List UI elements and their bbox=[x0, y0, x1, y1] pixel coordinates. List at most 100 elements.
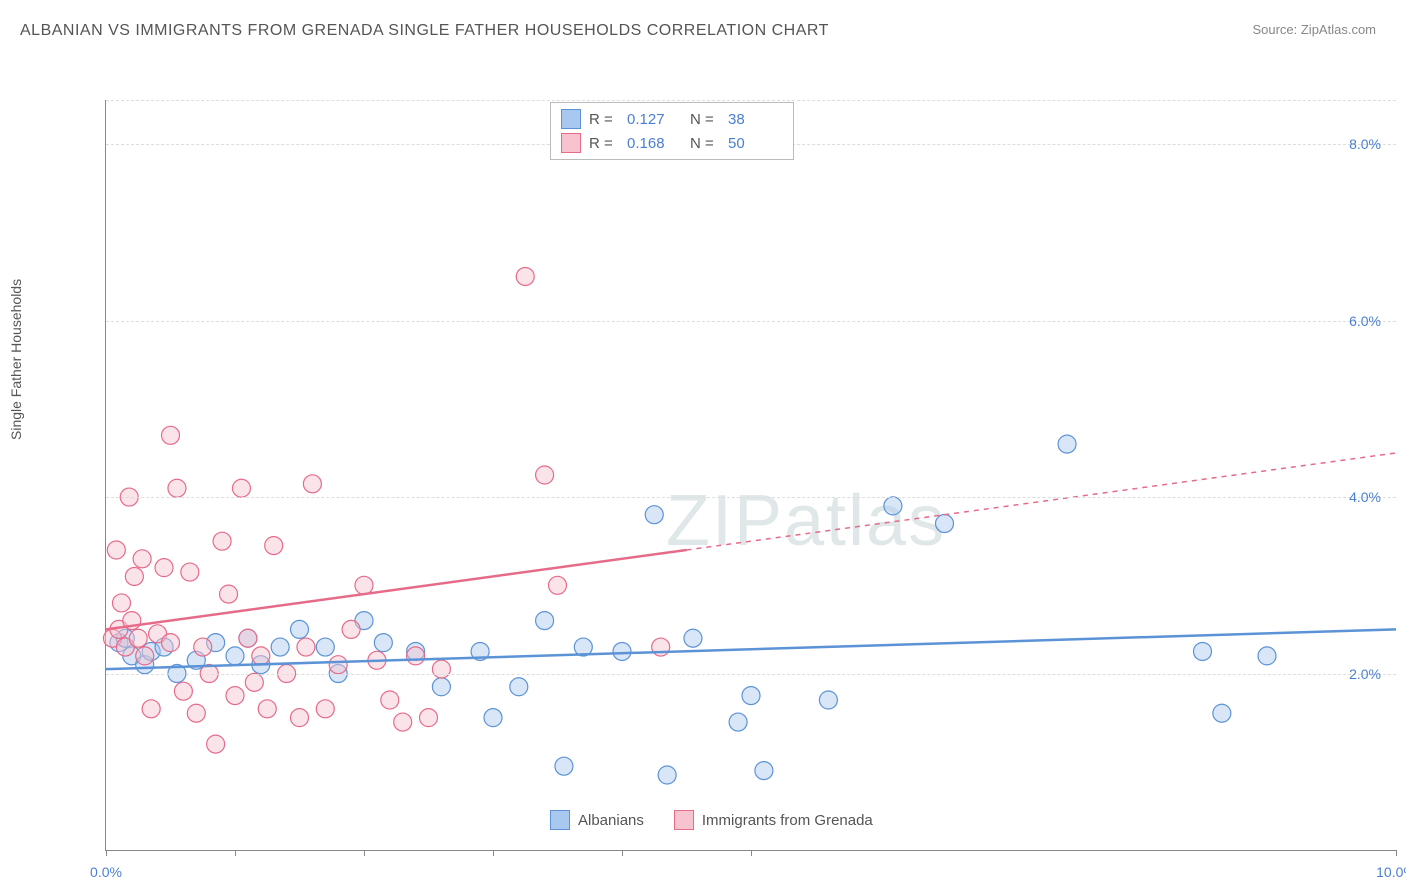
data-point bbox=[291, 620, 309, 638]
data-point bbox=[291, 709, 309, 727]
x-tick bbox=[493, 850, 494, 856]
data-point bbox=[329, 656, 347, 674]
data-point bbox=[381, 691, 399, 709]
data-point bbox=[125, 567, 143, 585]
y-tick-label: 4.0% bbox=[1349, 489, 1381, 505]
data-point bbox=[374, 634, 392, 652]
data-point bbox=[252, 647, 270, 665]
data-point bbox=[142, 700, 160, 718]
y-tick-label: 2.0% bbox=[1349, 666, 1381, 682]
data-point bbox=[729, 713, 747, 731]
data-point bbox=[645, 506, 663, 524]
data-point bbox=[271, 638, 289, 656]
series-legend: Albanians Immigrants from Grenada bbox=[550, 810, 873, 830]
legend-item: Albanians bbox=[550, 810, 644, 830]
data-point bbox=[239, 629, 257, 647]
data-point bbox=[1058, 435, 1076, 453]
data-point bbox=[265, 537, 283, 555]
data-point bbox=[549, 576, 567, 594]
data-point bbox=[420, 709, 438, 727]
data-point bbox=[1194, 642, 1212, 660]
data-point bbox=[742, 687, 760, 705]
data-point bbox=[936, 515, 954, 533]
data-point bbox=[181, 563, 199, 581]
legend-item: Immigrants from Grenada bbox=[674, 810, 873, 830]
data-point bbox=[187, 704, 205, 722]
legend-swatch bbox=[561, 133, 581, 153]
data-point bbox=[484, 709, 502, 727]
x-tick bbox=[1396, 850, 1397, 856]
data-point bbox=[245, 673, 263, 691]
data-point bbox=[884, 497, 902, 515]
data-point bbox=[297, 638, 315, 656]
data-point bbox=[162, 634, 180, 652]
legend-row: R = 0.168 N = 50 bbox=[561, 131, 783, 155]
data-point bbox=[658, 766, 676, 784]
trend-line-extrapolated bbox=[687, 453, 1397, 550]
data-point bbox=[316, 700, 334, 718]
scatter-svg bbox=[106, 100, 1396, 850]
data-point bbox=[1213, 704, 1231, 722]
data-point bbox=[174, 682, 192, 700]
data-point bbox=[516, 267, 534, 285]
grid-line bbox=[106, 100, 1396, 101]
trend-line bbox=[106, 550, 687, 629]
data-point bbox=[510, 678, 528, 696]
data-point bbox=[213, 532, 231, 550]
data-point bbox=[432, 678, 450, 696]
n-value: 50 bbox=[728, 135, 783, 152]
legend-label: Immigrants from Grenada bbox=[702, 812, 873, 829]
grid-line bbox=[106, 321, 1396, 322]
data-point bbox=[432, 660, 450, 678]
data-point bbox=[162, 426, 180, 444]
data-point bbox=[316, 638, 334, 656]
y-tick-label: 8.0% bbox=[1349, 136, 1381, 152]
data-point bbox=[536, 612, 554, 630]
source-attribution: Source: ZipAtlas.com bbox=[1252, 22, 1376, 37]
data-point bbox=[303, 475, 321, 493]
data-point bbox=[226, 687, 244, 705]
data-point bbox=[155, 559, 173, 577]
x-tick-label: 10.0% bbox=[1376, 864, 1406, 880]
data-point bbox=[555, 757, 573, 775]
correlation-legend: R =0.127N =38R =0.168N =50 bbox=[550, 102, 794, 160]
legend-label: Albanians bbox=[578, 812, 644, 829]
x-tick bbox=[622, 850, 623, 856]
data-point bbox=[613, 642, 631, 660]
x-tick bbox=[106, 850, 107, 856]
x-tick bbox=[235, 850, 236, 856]
data-point bbox=[112, 594, 130, 612]
data-point bbox=[133, 550, 151, 568]
r-label: R = bbox=[589, 111, 619, 128]
data-point bbox=[407, 647, 425, 665]
data-point bbox=[355, 576, 373, 594]
r-value: 0.168 bbox=[627, 135, 682, 152]
data-point bbox=[1258, 647, 1276, 665]
legend-swatch bbox=[550, 810, 570, 830]
data-point bbox=[220, 585, 238, 603]
data-point bbox=[394, 713, 412, 731]
data-point bbox=[684, 629, 702, 647]
x-tick bbox=[364, 850, 365, 856]
data-point bbox=[536, 466, 554, 484]
grid-line bbox=[106, 497, 1396, 498]
n-label: N = bbox=[690, 135, 720, 152]
data-point bbox=[258, 700, 276, 718]
r-label: R = bbox=[589, 135, 619, 152]
y-tick-label: 6.0% bbox=[1349, 313, 1381, 329]
y-axis-label: Single Father Households bbox=[8, 279, 24, 440]
data-point bbox=[194, 638, 212, 656]
chart-container: R =0.127N =38R =0.168N =50 ZIPatlas 2.0%… bbox=[50, 50, 1370, 840]
x-tick bbox=[751, 850, 752, 856]
x-tick-label: 0.0% bbox=[90, 864, 122, 880]
data-point bbox=[226, 647, 244, 665]
plot-area: ZIPatlas 2.0%4.0%6.0%8.0%0.0%10.0% bbox=[105, 100, 1396, 851]
data-point bbox=[342, 620, 360, 638]
data-point bbox=[107, 541, 125, 559]
legend-swatch bbox=[674, 810, 694, 830]
data-point bbox=[819, 691, 837, 709]
n-label: N = bbox=[690, 111, 720, 128]
legend-swatch bbox=[561, 109, 581, 129]
legend-row: R =0.127N =38 bbox=[561, 107, 783, 131]
grid-line bbox=[106, 674, 1396, 675]
